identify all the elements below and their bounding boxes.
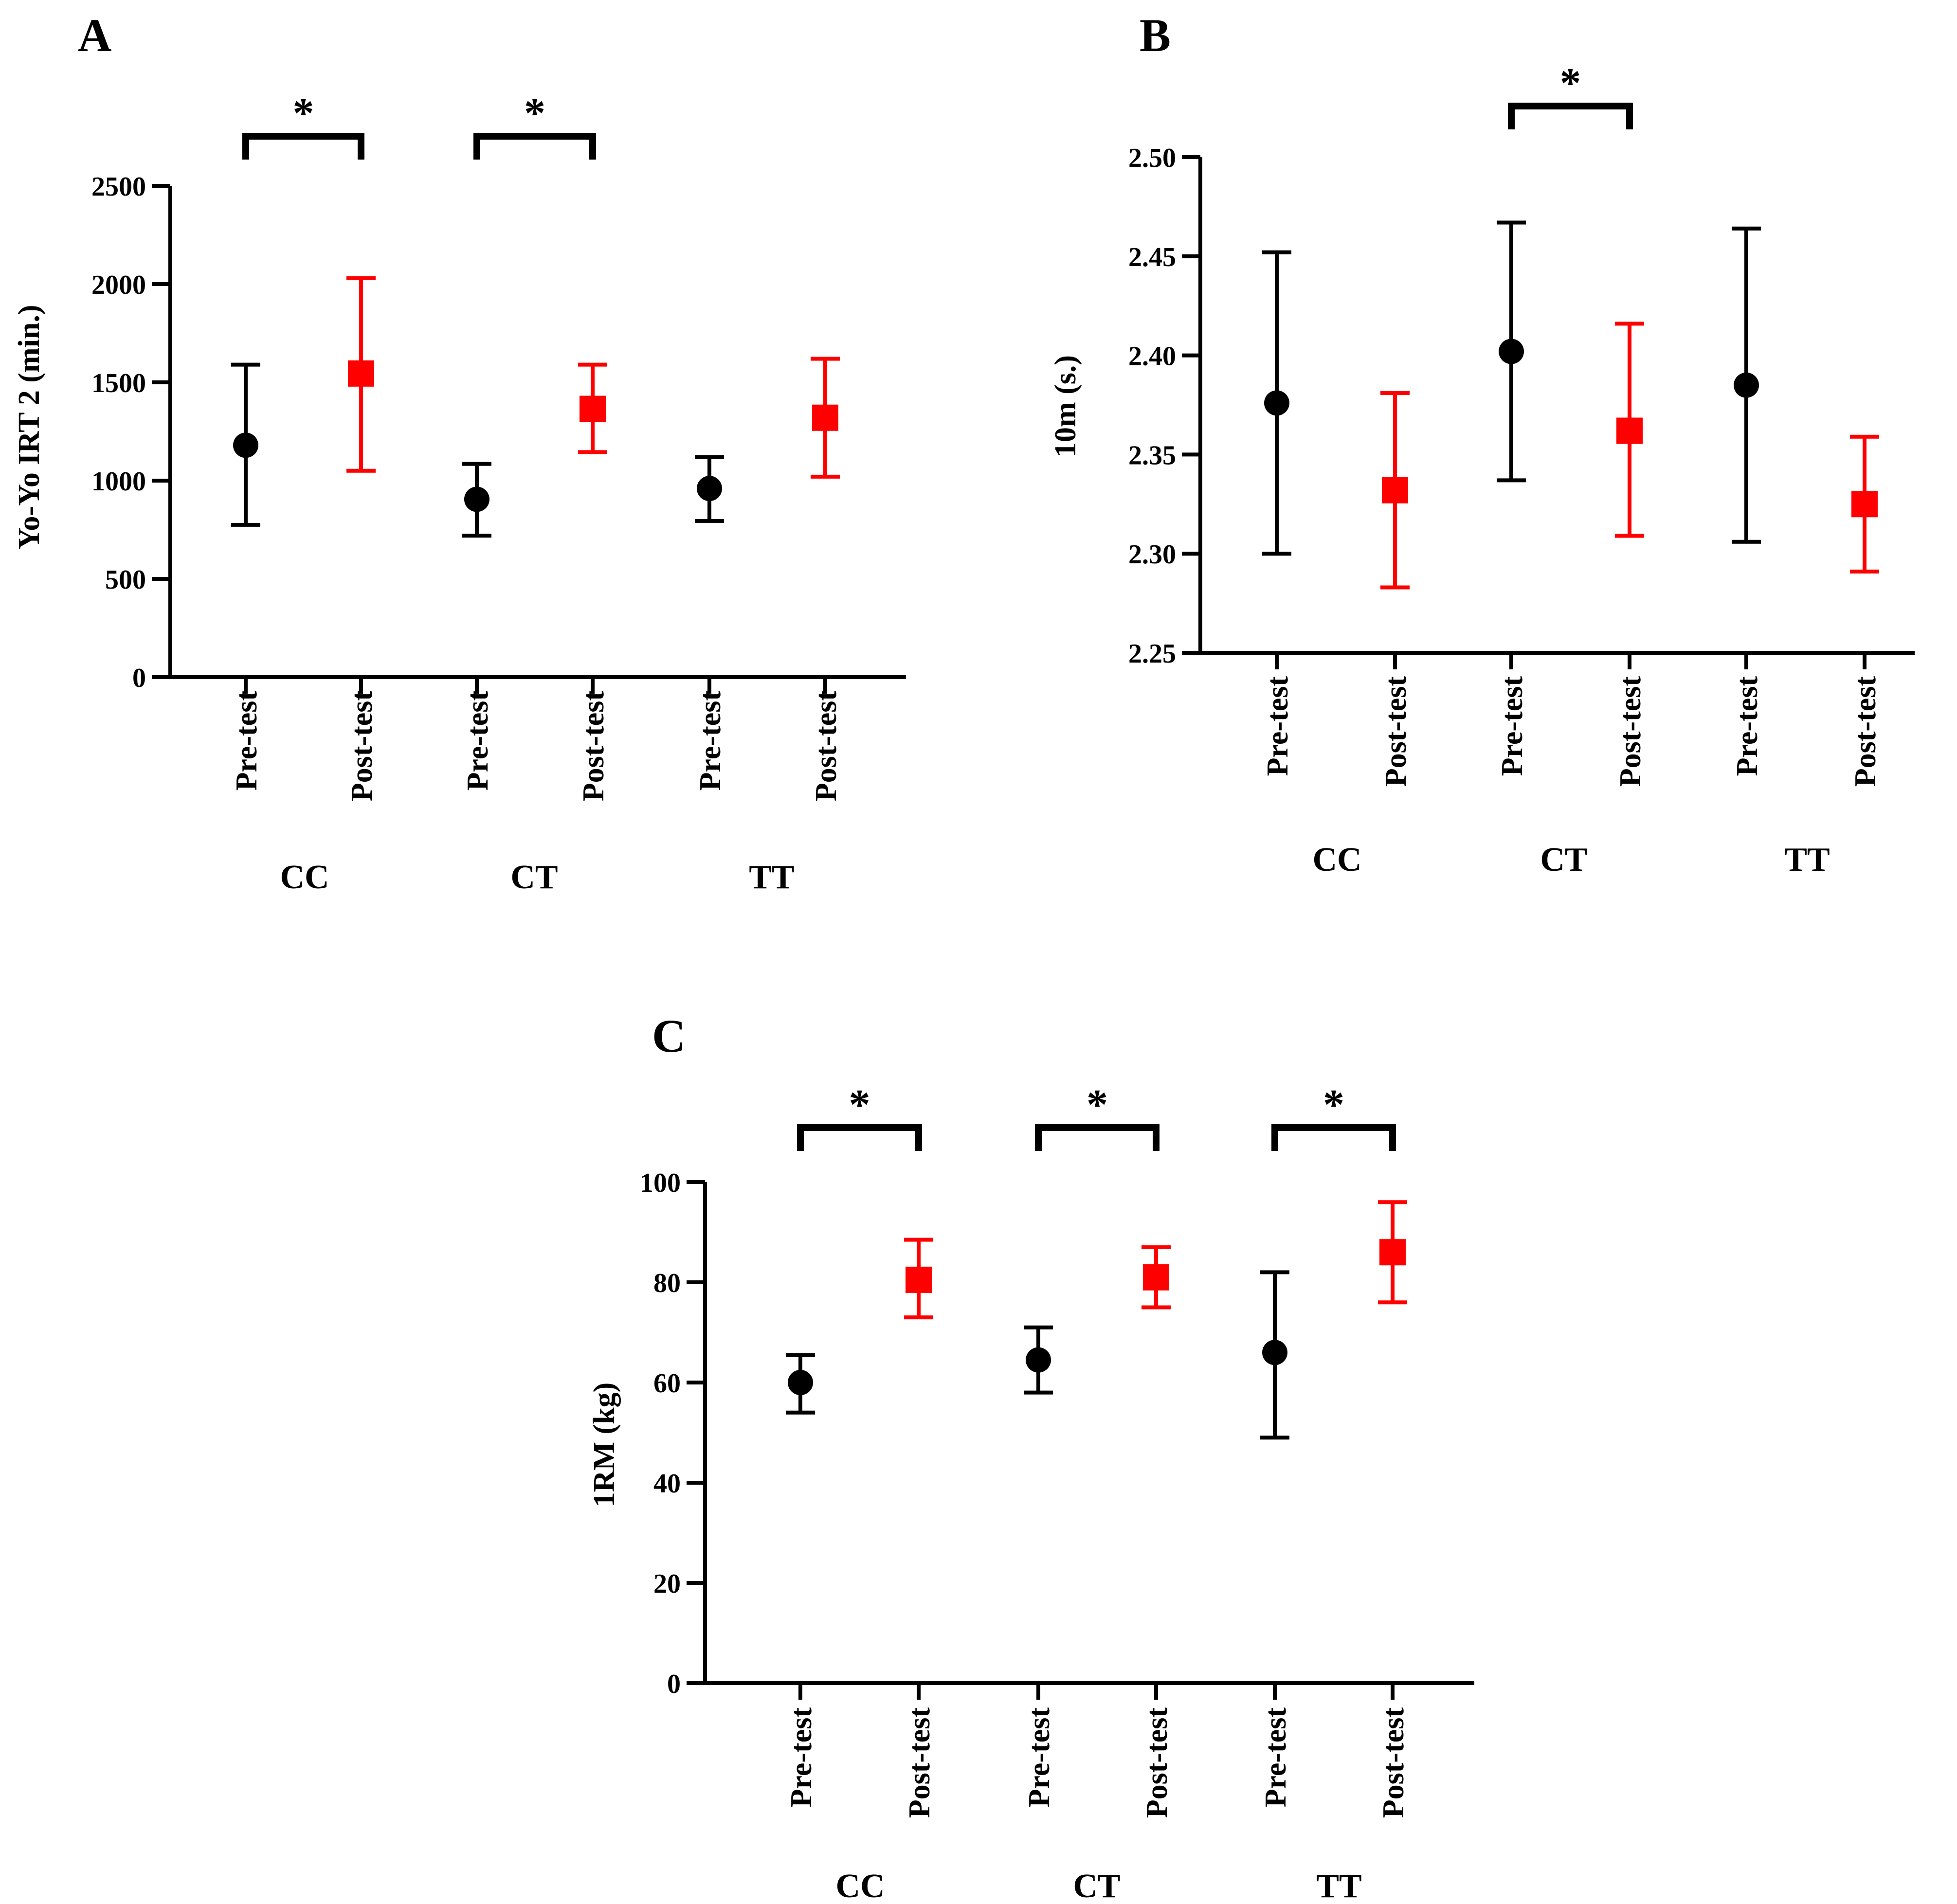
post-test-point [1382,477,1408,503]
y-tick-label: 2.30 [1128,539,1176,570]
significance-bracket [1508,103,1633,129]
y-tick-label: 20 [653,1569,681,1599]
pre-test-point [233,432,258,458]
post-test-point [1616,417,1643,444]
panel-c: C 1RM (kg) 0 20 40 60 80 100 Pre-test Post-test… [588,1010,1474,1904]
group-label-cc: CC [835,1868,885,1904]
significance-bracket [473,133,596,160]
significance-star: * [1323,1081,1344,1129]
significance-bracket [797,1124,922,1151]
group-label-tt: TT [749,859,794,896]
plot-marks: 0 20 40 60 80 100 Pre-test Post-test Pre-test Pos… [640,1081,1474,1818]
significance-star: * [293,90,314,137]
y-tick-label: 60 [653,1368,681,1399]
x-category-label: Pre-test [461,691,494,791]
y-tick-label: 500 [105,565,146,595]
significance-bracket [1271,1124,1396,1151]
y-tick-label: 2.50 [1128,143,1176,173]
panel-b: B 10m (s.) 2.25 2.30 2.35 2.40 2.45 2.50 Pre-t… [1049,9,1915,879]
x-category-label: Post-test [1614,676,1647,787]
x-category-label: Post-test [903,1707,936,1818]
x-category-label: Pre-test [694,691,727,791]
x-category-label: Post-test [1379,676,1413,787]
group-label-cc: CC [280,859,329,896]
x-category-label: Pre-test [1259,1707,1292,1808]
x-category-label: Post-test [1849,676,1882,787]
y-tick-label: 1500 [91,368,146,398]
significance-star: * [849,1081,870,1129]
x-category-label: Pre-test [1496,676,1529,776]
y-tick-label: 2.45 [1128,242,1176,272]
x-category-label: Post-test [1141,1707,1174,1818]
pre-test-point [464,486,489,512]
significance-star: * [1560,60,1581,107]
x-category-label: Post-test [810,691,843,802]
y-tick-label: 40 [653,1469,681,1499]
post-test-point [812,404,838,431]
y-axis-title: 1RM (kg) [588,1383,621,1508]
y-tick-label: 2000 [91,270,146,300]
group-label-ct: CT [1073,1868,1120,1904]
x-category-label: Post-test [345,691,379,802]
significance-bracket [242,133,364,160]
plot-marks: 0 500 1000 1500 2000 2500 Pre-test Post-test Pre… [91,90,906,801]
y-tick-label: 2500 [91,172,146,202]
post-test-point [348,360,374,387]
panel-letter: A [78,9,111,61]
y-tick-label: 2.35 [1128,440,1176,470]
pre-test-point [1264,390,1289,416]
y-tick-label: 1000 [91,467,146,497]
post-test-point [1851,491,1878,518]
y-tick-label: 2.25 [1128,639,1176,669]
group-label-tt: TT [1784,841,1830,879]
group-label-ct: CT [510,859,558,896]
plot-marks: 2.25 2.30 2.35 2.40 2.45 2.50 Pre-test Post-tes… [1128,60,1915,787]
x-category-label: Pre-test [1731,676,1764,776]
post-test-point [1379,1239,1406,1266]
pre-test-point [788,1370,813,1395]
post-test-point [906,1266,932,1293]
x-category-label: Pre-test [230,691,263,791]
y-tick-label: 80 [653,1268,681,1298]
group-label-ct: CT [1540,841,1587,879]
pre-test-point [697,476,722,502]
panel-a: A Yo-Yo IRT 2 (min.) 0 500 1000 1500 2000 250… [13,9,906,896]
y-tick-label: 2.40 [1128,341,1176,372]
x-category-label: Pre-test [1261,676,1294,776]
significance-star: * [1087,1081,1108,1129]
pre-test-point [1499,339,1524,364]
x-category-label: Pre-test [785,1707,818,1808]
y-axis-title: 10m (s.) [1049,355,1082,457]
pre-test-point [1734,372,1759,398]
y-tick-label: 0 [132,663,146,693]
significance-star: * [524,90,545,137]
pre-test-point [1262,1340,1287,1365]
post-test-point [580,395,606,422]
post-test-point [1143,1264,1169,1291]
panel-letter: B [1140,9,1171,61]
group-label-tt: TT [1316,1868,1361,1904]
x-category-label: Post-test [1377,1707,1410,1818]
y-tick-label: 0 [667,1669,681,1699]
significance-bracket [1035,1124,1160,1151]
pre-test-point [1026,1347,1051,1373]
panel-letter: C [652,1010,686,1062]
x-category-label: Pre-test [1023,1707,1056,1808]
y-axis-title: Yo-Yo IRT 2 (min.) [13,305,46,549]
group-label-cc: CC [1312,841,1361,879]
y-tick-label: 100 [640,1168,681,1198]
x-category-label: Post-test [577,691,610,802]
